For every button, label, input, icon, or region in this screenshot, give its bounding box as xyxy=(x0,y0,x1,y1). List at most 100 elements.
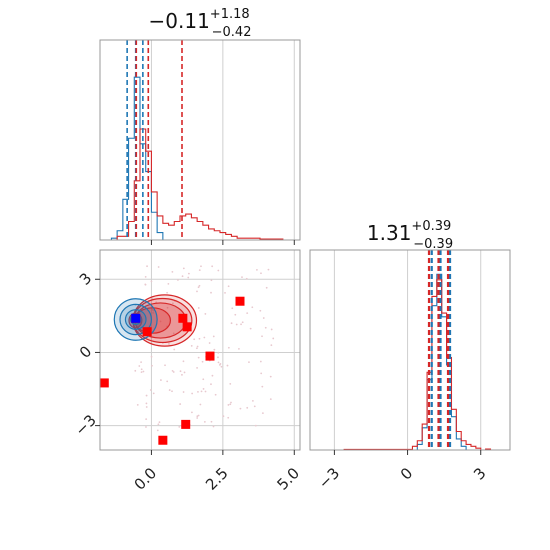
scatter-point xyxy=(200,265,202,268)
scatter-point xyxy=(217,356,219,359)
scatter-point xyxy=(144,283,147,286)
title-top-left-value: −0.11 xyxy=(149,9,210,33)
scatter-point xyxy=(159,320,162,323)
scatter-point xyxy=(179,403,182,405)
scatter-point xyxy=(218,364,221,366)
scatter-point xyxy=(241,276,243,279)
panel-bottom-right-quantile-lines xyxy=(427,250,452,450)
scatter-point xyxy=(249,327,252,330)
scatter-point xyxy=(138,365,141,367)
scatter-point xyxy=(146,265,148,268)
x-tick-label-2: 5.0 xyxy=(274,464,304,494)
scatter-point xyxy=(171,390,173,393)
scatter-point xyxy=(230,401,232,404)
scatter-point xyxy=(202,378,205,381)
panel-top-left-title: −0.11+1.18 −0.42 xyxy=(149,7,252,40)
scatter-point xyxy=(200,390,203,393)
scatter-point xyxy=(269,398,272,401)
panel-bottom-right-title: 1.31+0.39 −0.39 xyxy=(367,219,453,252)
panel-bottom-left-x-tick-labels: 0.0 2.5 5.0 xyxy=(131,464,303,494)
scatter-point xyxy=(150,355,153,358)
scatter-point xyxy=(227,404,230,406)
panel-bottom-left-grid xyxy=(100,250,300,450)
scatter-point xyxy=(168,343,170,345)
scatter-point xyxy=(227,285,230,288)
scatter-point xyxy=(190,345,193,347)
scatter-point xyxy=(264,326,267,329)
scatter-point xyxy=(197,307,200,309)
scatter-point xyxy=(198,269,201,271)
scatter-point xyxy=(196,290,198,293)
scatter-point xyxy=(197,286,200,289)
scatter-point xyxy=(140,361,142,364)
scatter-point xyxy=(183,371,186,374)
panel-bottom-left-background xyxy=(100,250,300,450)
scatter-point xyxy=(213,348,216,351)
panel-bottom-left-markers xyxy=(99,296,245,445)
scatter-point xyxy=(172,371,175,373)
scatter-point xyxy=(248,361,250,364)
scatter-point xyxy=(254,424,257,427)
scatter-point xyxy=(203,420,206,423)
scatter-point xyxy=(260,272,262,275)
scatter-point xyxy=(217,351,220,354)
panel-bottom-left-2d: 0.0 2.5 5.0 −3 0 3 xyxy=(71,249,303,494)
scatter-point xyxy=(145,426,147,428)
scatter-point xyxy=(152,312,155,314)
scatter-point xyxy=(187,276,190,279)
panel-bottom-right-series xyxy=(314,273,492,451)
scatter-point xyxy=(265,286,268,289)
x-tick-label-1: 0 xyxy=(397,464,416,483)
scatter-point xyxy=(181,275,184,278)
scatter-point xyxy=(272,337,275,340)
panel-bottom-right-frame xyxy=(309,249,511,451)
scatter-point xyxy=(210,420,213,423)
panel-top-left-series xyxy=(105,76,295,241)
scatter-point xyxy=(134,369,137,372)
scatter-point xyxy=(182,267,185,270)
scatter-point xyxy=(256,268,258,271)
panel-bottom-right-grid xyxy=(333,250,482,450)
panel-bottom-right-histogram: −3 0 3 1.31+0.39 −0.39 xyxy=(309,219,511,492)
scatter-point xyxy=(157,423,160,426)
scatter-point xyxy=(171,369,174,372)
scatter-point xyxy=(229,383,232,385)
scatter-point xyxy=(166,380,169,383)
histogram-series-1 xyxy=(314,279,492,451)
histogram-series-0 xyxy=(105,76,164,241)
scatter-point xyxy=(259,309,262,312)
scatter-point xyxy=(199,403,202,406)
y-tick-label-2: 3 xyxy=(76,269,95,288)
scatter-point xyxy=(210,383,212,386)
scatter-point xyxy=(227,416,230,419)
scatter-point xyxy=(172,302,174,305)
scatter-point xyxy=(261,412,264,414)
scatter-point xyxy=(260,372,263,375)
scatter-point xyxy=(239,407,242,410)
scatter-point xyxy=(195,347,198,350)
scatter-point xyxy=(196,417,199,419)
y-tick-label-1: 0 xyxy=(76,342,95,361)
scatter-point xyxy=(145,394,148,397)
scatter-point xyxy=(210,291,212,294)
panel-top-left-frame xyxy=(99,39,301,241)
scatter-point xyxy=(201,360,204,363)
scatter-point xyxy=(214,393,217,396)
panel-top-left-background xyxy=(100,40,300,240)
scatter-point xyxy=(150,280,153,283)
scatter-point xyxy=(167,282,170,285)
blue-marker-0 xyxy=(131,313,141,323)
scatter-point xyxy=(246,406,249,409)
scatter-point xyxy=(198,284,201,287)
panel-top-left-tick-marks xyxy=(150,240,295,245)
scatter-point xyxy=(173,348,176,351)
scatter-point xyxy=(166,306,169,309)
scatter-point xyxy=(140,368,143,371)
scatter-point xyxy=(197,391,199,393)
scatter-point xyxy=(140,371,143,374)
scatter-point xyxy=(261,335,263,338)
scatter-point xyxy=(251,306,254,309)
scatter-point xyxy=(181,373,183,376)
title-bottom-right-upper-error: +0.39 xyxy=(411,219,451,234)
